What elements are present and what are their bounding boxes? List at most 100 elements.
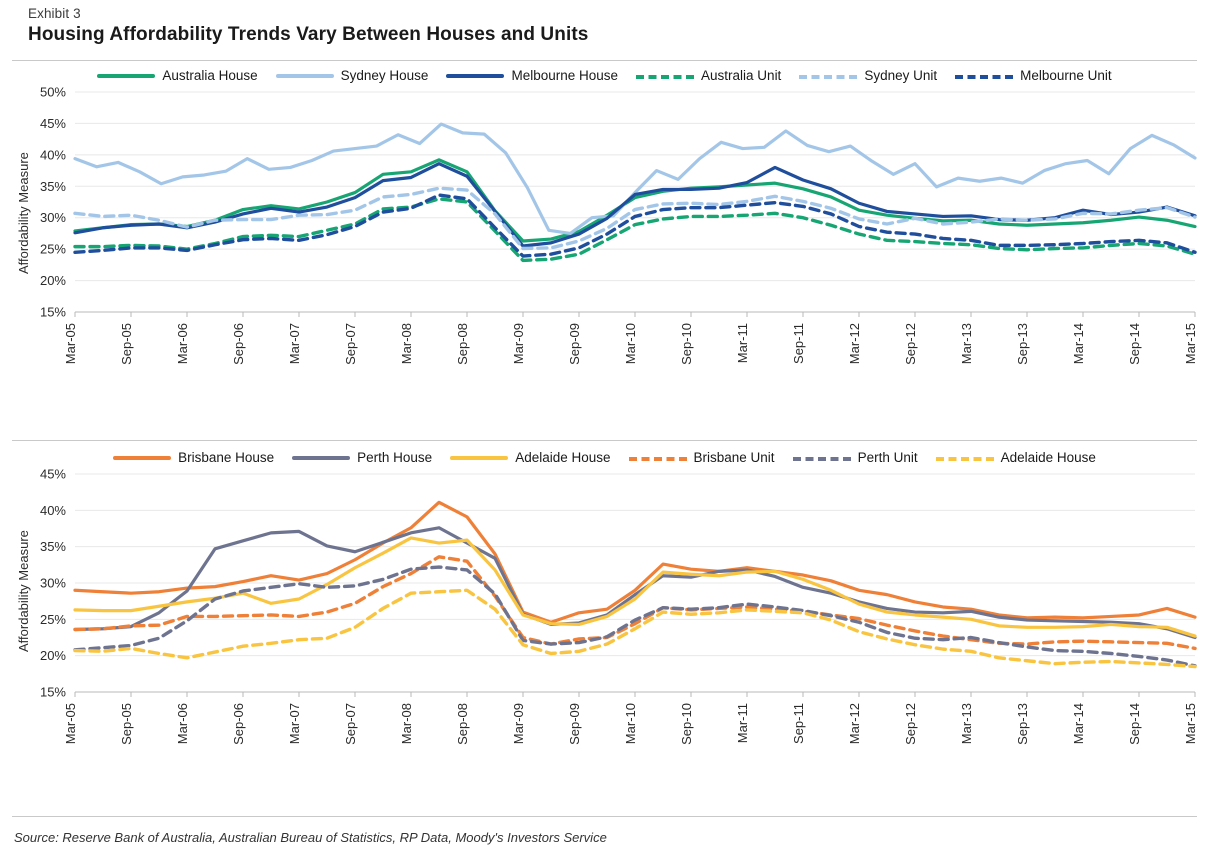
series-line-australia-unit — [73, 197, 1197, 263]
legend-swatch-icon — [628, 456, 687, 461]
y-tick-label: 30% — [40, 210, 66, 225]
x-tick-label: Sep-08 — [455, 323, 470, 365]
legend-item-melbourne-house[interactable]: Melbourne House — [437, 69, 627, 83]
x-tick-label: Mar-11 — [735, 323, 750, 363]
chart-bottom-plot-area: Affordability Measure 15% 20% 25% 30% 35% 40%… — [0, 466, 1209, 756]
x-tick-label: Sep-13 — [1015, 703, 1030, 745]
exhibit-label: Exhibit 3 — [28, 6, 81, 21]
x-tick-label: Sep-11 — [791, 703, 806, 744]
x-tick-label: Mar-08 — [399, 323, 414, 364]
y-tick-label: 35% — [40, 539, 66, 554]
x-tick-label: Mar-06 — [175, 703, 190, 744]
legend-swatch-icon — [799, 74, 858, 79]
legend-swatch-icon — [446, 74, 505, 78]
chart-bottom-svg: 15% 20% 25% 30% 35% 40% 45% Mar-05 Sep-05 Mar-06 S… — [40, 467, 1198, 745]
legend-item-perth-unit[interactable]: Perth Unit — [784, 451, 927, 465]
chart-top-plot-area: Affordability Measure 15% 20% 25% 30% 35% 40%… — [0, 84, 1209, 374]
x-tick-label: Mar-10 — [623, 703, 638, 744]
y-tick-label: 15% — [40, 305, 66, 320]
legend-item-australia-house[interactable]: Australia House — [88, 69, 266, 83]
x-tick-label: Mar-12 — [847, 703, 862, 744]
legend-item-brisbane-unit[interactable]: Brisbane Unit — [620, 451, 784, 465]
legend-label: Brisbane House — [178, 450, 275, 466]
divider-bottom — [12, 816, 1197, 817]
legend-label: Perth House — [357, 450, 433, 466]
x-tick-label: Mar-05 — [63, 703, 78, 744]
x-tick-label: Sep-10 — [679, 703, 694, 745]
x-tick-label: Sep-07 — [343, 323, 358, 365]
legend-swatch-icon — [97, 74, 156, 78]
legend-item-sydney-unit[interactable]: Sydney Unit — [790, 69, 946, 83]
legend-item-perth-house[interactable]: Perth House — [283, 451, 441, 465]
divider-middle — [12, 440, 1197, 441]
series-line-sydney-house — [73, 122, 1197, 236]
legend-item-adelaide-house[interactable]: Adelaide House — [927, 451, 1105, 465]
x-tick-label: Sep-10 — [679, 323, 694, 365]
y-tick-label: 15% — [40, 685, 66, 700]
legend-item-australia-unit[interactable]: Australia Unit — [627, 69, 790, 83]
x-tick-label: Sep-14 — [1127, 703, 1142, 745]
x-tick-label: Mar-14 — [1071, 703, 1086, 744]
x-tick-label: Mar-14 — [1071, 323, 1086, 364]
x-tick-label: Mar-05 — [63, 323, 78, 364]
legend-label: Brisbane Unit — [693, 450, 775, 466]
legend-item-adelaide-house[interactable]: Adelaide House — [441, 451, 619, 465]
x-tick-label: Mar-13 — [959, 703, 974, 744]
y-tick-label: 25% — [40, 242, 66, 257]
chart-bottom-housing-affordability: Brisbane House Perth House Adelaide House B… — [0, 446, 1209, 810]
y-tick-label: 45% — [40, 116, 66, 131]
legend-item-melbourne-unit[interactable]: Melbourne Unit — [946, 69, 1121, 83]
x-tick-label: Mar-08 — [399, 703, 414, 744]
legend-swatch-icon — [935, 456, 994, 461]
legend-label: Australia Unit — [701, 68, 782, 84]
legend-swatch-icon — [636, 74, 695, 79]
series-line-brisbane-house — [73, 500, 1197, 624]
legend-swatch-icon — [450, 456, 509, 460]
y-tick-label: 30% — [40, 576, 66, 591]
x-tick-label: Sep-12 — [903, 323, 918, 365]
x-tick-label: Sep-08 — [455, 703, 470, 745]
series-line-perth-unit — [73, 565, 1197, 668]
series-line-sydney-unit — [73, 186, 1197, 251]
legend-swatch-icon — [792, 456, 851, 461]
series-line-melbourne-unit — [73, 193, 1197, 258]
x-tick-label: Mar-13 — [959, 323, 974, 364]
chart-top-legend: Australia House Sydney House Melbourne Hou… — [0, 64, 1209, 88]
source-note: Source: Reserve Bank of Australia, Austr… — [14, 830, 607, 845]
x-tick-label: Sep-06 — [231, 323, 246, 365]
legend-swatch-icon — [292, 456, 351, 460]
x-tick-label: Mar-07 — [287, 703, 302, 744]
legend-item-brisbane-house[interactable]: Brisbane House — [104, 451, 283, 465]
legend-swatch-icon — [275, 74, 334, 78]
x-tick-label: Mar-11 — [735, 703, 750, 743]
x-tick-label: Sep-09 — [567, 703, 582, 745]
x-tick-label: Sep-07 — [343, 703, 358, 745]
x-tick-label: Mar-07 — [287, 323, 302, 364]
chart-bottom-legend: Brisbane House Perth House Adelaide House B… — [0, 446, 1209, 470]
y-tick-label: 20% — [40, 273, 66, 288]
series-line-adelaide-house — [73, 588, 1197, 669]
legend-item-sydney-house[interactable]: Sydney House — [267, 69, 438, 83]
x-tick-label: Mar-10 — [623, 323, 638, 364]
x-tick-label: Mar-09 — [511, 703, 526, 744]
y-tick-label: 40% — [40, 147, 66, 162]
series-line-perth-house — [73, 526, 1197, 640]
legend-label: Sydney House — [340, 68, 429, 84]
legend-label: Adelaide House — [1000, 450, 1096, 466]
legend-label: Perth Unit — [857, 450, 918, 466]
y-tick-label: 40% — [40, 503, 66, 518]
legend-swatch-icon — [113, 456, 172, 460]
legend-label: Adelaide House — [515, 450, 611, 466]
y-tick-label: 25% — [40, 612, 66, 627]
divider-top — [12, 60, 1197, 61]
x-tick-label: Mar-12 — [847, 323, 862, 364]
page-title: Housing Affordability Trends Vary Betwee… — [28, 24, 589, 45]
legend-swatch-icon — [955, 74, 1014, 79]
x-tick-label: Sep-09 — [567, 323, 582, 365]
chart-top-svg: 15% 20% 25% 30% 35% 40% 45% 50% Mar-05 Sep-05 Mar-… — [40, 85, 1198, 365]
series-line-australia-house — [73, 158, 1197, 243]
x-tick-label: Sep-06 — [231, 703, 246, 745]
x-tick-label: Sep-11 — [791, 323, 806, 364]
legend-label: Melbourne House — [511, 68, 619, 84]
